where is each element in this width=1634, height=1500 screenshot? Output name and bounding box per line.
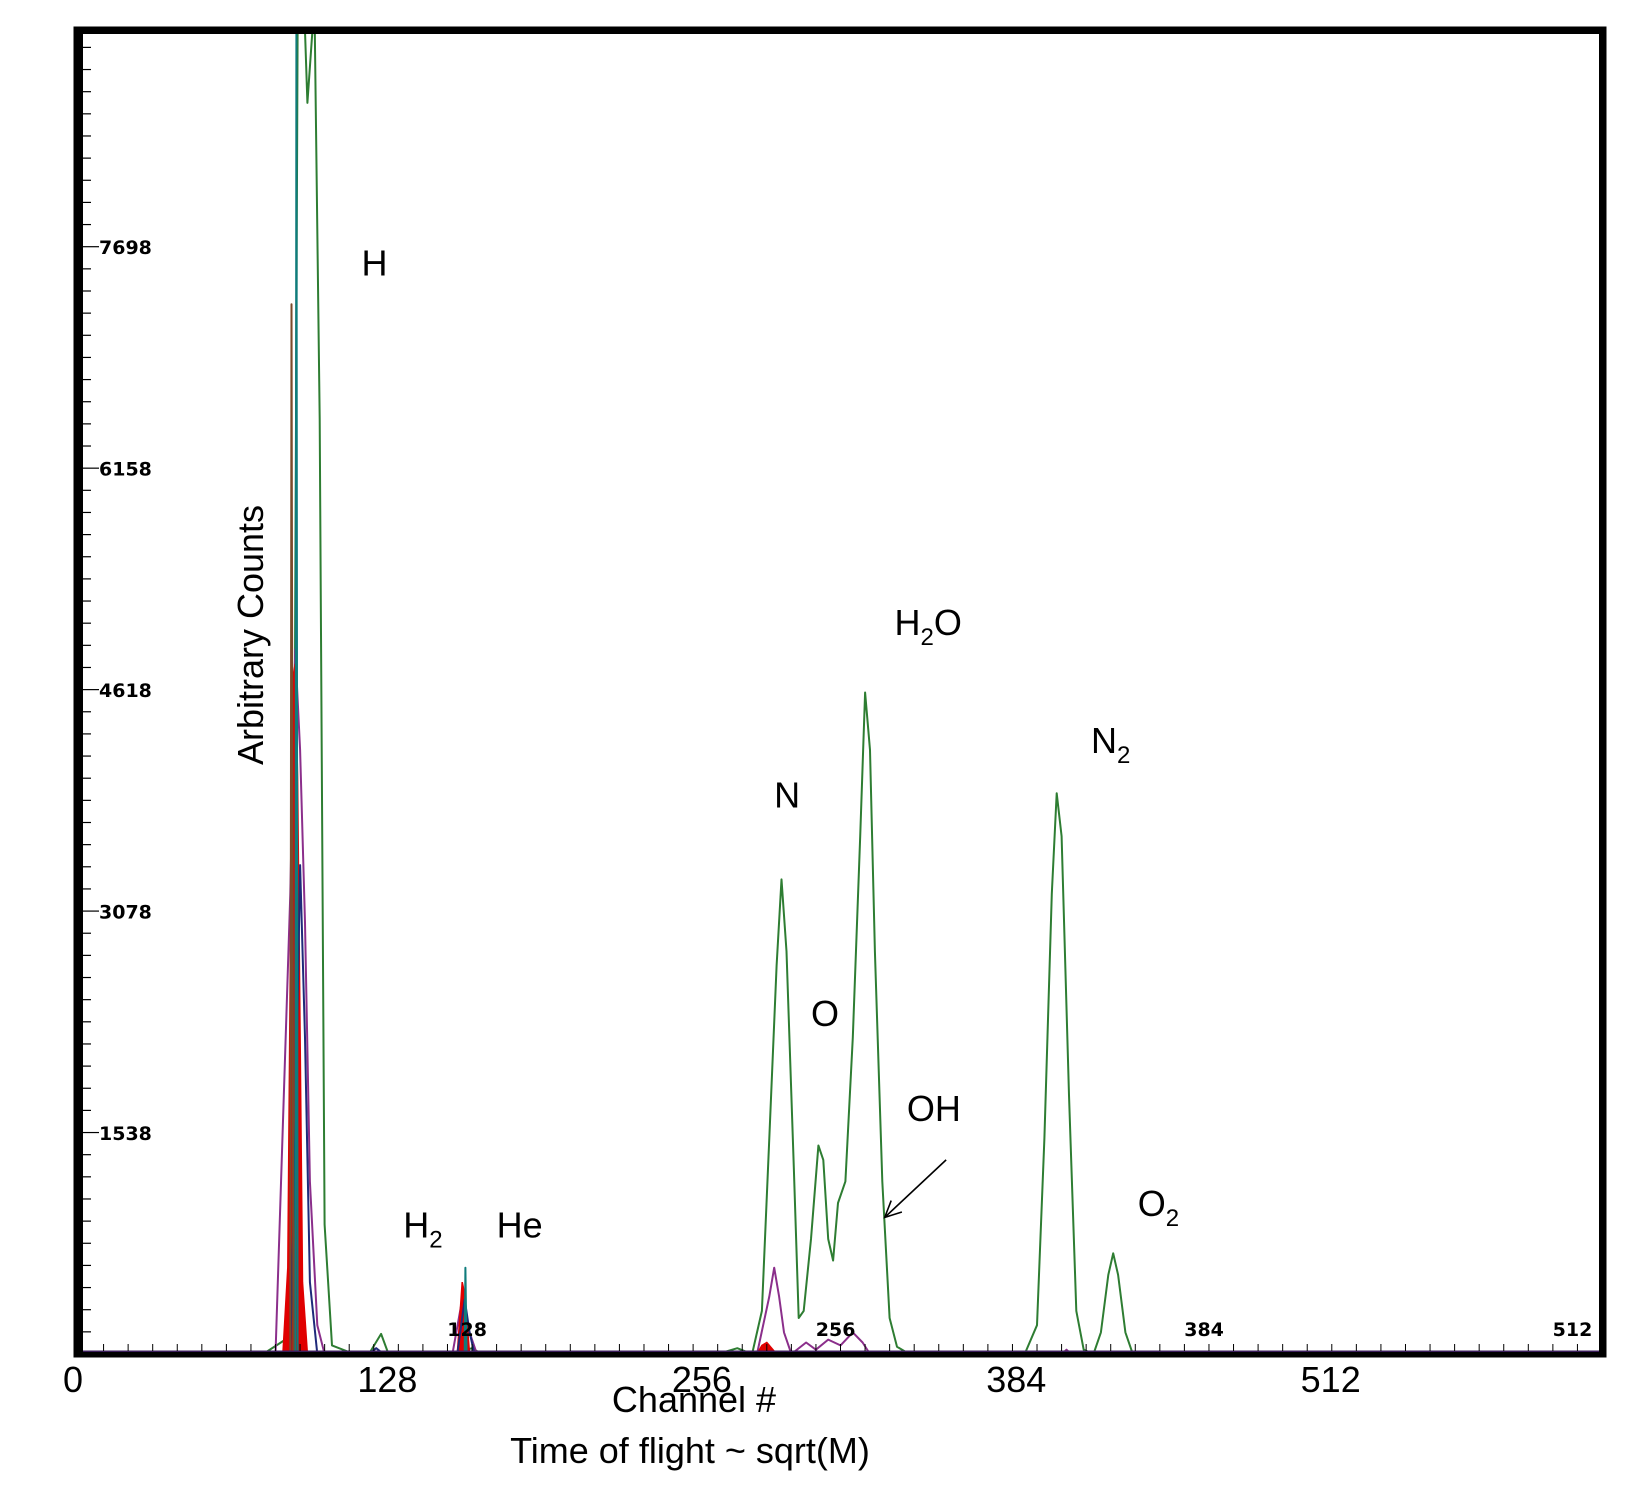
outer-x-tick-label: 128: [357, 1359, 417, 1400]
oh-arrow-shaft: [884, 1159, 947, 1218]
peak-label-H2: H2: [403, 1205, 442, 1254]
peak-label-N: N: [774, 775, 800, 816]
peak-label-He: He: [497, 1205, 543, 1246]
series-purple-line: [79, 648, 1602, 1354]
inner-x-tick-label: 512: [1553, 1319, 1593, 1341]
outer-x-tick-label: 0: [63, 1359, 83, 1400]
outer-x-tick-label: 256: [672, 1359, 732, 1400]
peak-label-OH: OH: [907, 1088, 961, 1129]
y-axis-label: Arbitrary Counts: [230, 505, 271, 765]
x-axis-label: Channel #: [612, 1379, 776, 1420]
y-tick-label: 6158: [99, 458, 152, 480]
axis-layer: 1538 3078 4618 6158 7698 128 256 384 512 0 128 256 3…: [63, 46, 1603, 1400]
y-tick-label: 3078: [99, 901, 152, 923]
inner-x-tick-label: 128: [447, 1319, 487, 1341]
plot-background: [75, 28, 1605, 1356]
peak-label-O: O: [811, 993, 839, 1034]
y-tick-label: 1538: [99, 1123, 152, 1145]
y-tick-label: 7698: [99, 237, 152, 259]
peak-label-H: H: [361, 242, 387, 283]
inner-x-tick-label: 256: [816, 1319, 856, 1341]
peak-label-H2O: H2O: [895, 602, 962, 651]
x-axis-label-secondary: Time of flight ~ sqrt(M): [510, 1430, 870, 1471]
series-green-line: [79, 31, 1602, 1354]
outer-x-tick-label: 384: [986, 1359, 1046, 1400]
inner-x-tick-label: 384: [1184, 1319, 1224, 1341]
outer-x-tick-label: 512: [1301, 1359, 1361, 1400]
peak-label-N2: N2: [1091, 720, 1130, 769]
series-brown-line: [79, 303, 1602, 1354]
series-teal-line: [79, 31, 1602, 1354]
y-tick-label: 4618: [99, 680, 152, 702]
oh-arrow-head: [883, 1200, 903, 1219]
